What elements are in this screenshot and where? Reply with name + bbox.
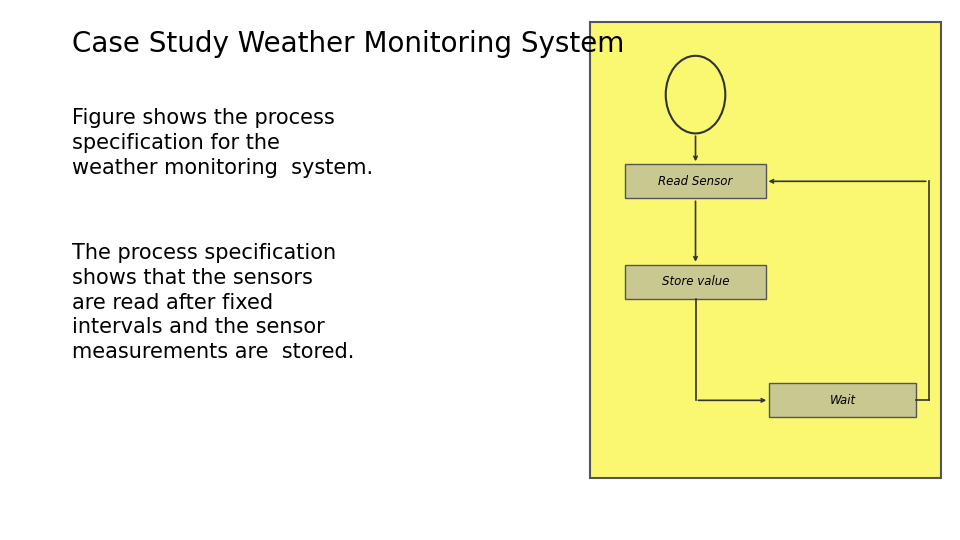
Text: Store value: Store value — [661, 275, 730, 288]
Text: Case Study Weather Monitoring System: Case Study Weather Monitoring System — [72, 30, 624, 58]
Text: Read Sensor: Read Sensor — [659, 175, 732, 188]
Text: The process specification
shows that the sensors
are read after fixed
intervals : The process specification shows that the… — [72, 243, 354, 362]
Text: Wait: Wait — [829, 394, 855, 407]
Text: Figure shows the process
specification for the
weather monitoring  system.: Figure shows the process specification f… — [72, 108, 373, 178]
